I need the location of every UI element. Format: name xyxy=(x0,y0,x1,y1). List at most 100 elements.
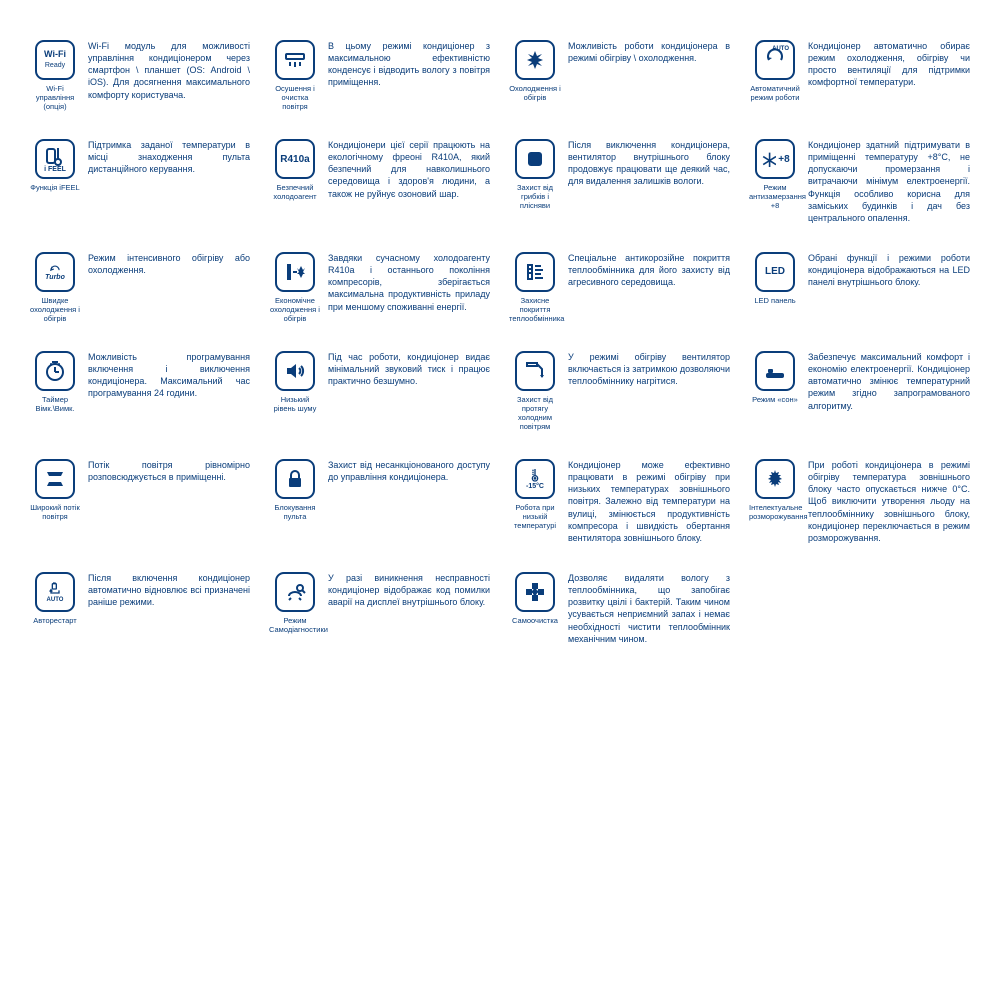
feature-description: Підтримка заданої температури в місці зн… xyxy=(88,139,250,175)
feature-description: У режимі обігріву вентилятор включається… xyxy=(568,351,730,387)
feature-icon-column: AUTO Автоматичний режим роботи xyxy=(750,40,800,102)
led-icon: LED xyxy=(755,252,795,292)
feature-icon-label: Функція iFEEL xyxy=(29,183,81,192)
feature-icon-column: Wi-FiReady Wi-Fi управління (опція) xyxy=(30,40,80,111)
feature-icon-label: Режим антизамерзання +8 xyxy=(749,183,801,210)
feature-item: Захисне покриття теплообмінника Спеціаль… xyxy=(510,252,730,323)
feature-icon-column: i FEEL Функція iFEEL xyxy=(30,139,80,192)
feature-icon-label: Безпечний холодоагент xyxy=(269,183,321,201)
feature-description: При роботі кондиціонера в режимі обігрів… xyxy=(808,459,970,544)
feature-icon-label: Широкий потік повітря xyxy=(29,503,81,521)
feature-item: +8 Режим антизамерзання +8 Кондиціонер з… xyxy=(750,139,970,224)
feature-item: Режим «сон» Забезпечує максимальний комф… xyxy=(750,351,970,431)
feature-item: Turbo Швидке охолодження і обігрів Режим… xyxy=(30,252,250,323)
feature-icon-label: Режим Самодіагностики xyxy=(269,616,321,634)
feature-item: Самоочистка Дозволяє видаляти вологу з т… xyxy=(510,572,730,645)
feature-description: Після виключення кондиціонера, вентилято… xyxy=(568,139,730,188)
defrost-icon xyxy=(755,459,795,499)
antifreeze-icon: +8 xyxy=(755,139,795,179)
feature-description: Кондиціонер здатний підтримувати в примі… xyxy=(808,139,970,224)
mold-icon xyxy=(515,139,555,179)
feature-item: Wi-FiReady Wi-Fi управління (опція) Wi-F… xyxy=(30,40,250,111)
feature-icon-label: Авторестарт xyxy=(29,616,81,625)
feature-item: Економічне охолодження і обігрів Завдяки… xyxy=(270,252,490,323)
feature-icon-label: Режим «сон» xyxy=(749,395,801,404)
feature-item: R410a Безпечний холодоагент Кондиціонери… xyxy=(270,139,490,224)
feature-icon-label: Низький рівень шуму xyxy=(269,395,321,413)
feature-icon-column: Блокування пульта xyxy=(270,459,320,521)
feature-icon-label: Осушення і очистка повітря xyxy=(269,84,321,111)
coldair-icon xyxy=(515,351,555,391)
feature-item: AUTO Авторестарт Після включення кондиці… xyxy=(30,572,250,645)
sleep-icon xyxy=(755,351,795,391)
ifeel-icon: i FEEL xyxy=(35,139,75,179)
feature-description: Wi-Fi модуль для можливості управління к… xyxy=(88,40,250,101)
feature-item: Таймер Вімк.\Вимк. Можливість програмува… xyxy=(30,351,250,431)
turbo-icon: Turbo xyxy=(35,252,75,292)
auto-icon: AUTO xyxy=(755,40,795,80)
feature-item: i FEEL Функція iFEEL Підтримка заданої т… xyxy=(30,139,250,224)
feature-icon-label: Інтелектуальне розморожування xyxy=(749,503,801,521)
feature-icon-label: Захист від грибків і плісняви xyxy=(509,183,561,210)
feature-description: Режим інтенсивного обігріву або охолодже… xyxy=(88,252,250,276)
feature-item: LED LED панель Обрані функції і режими р… xyxy=(750,252,970,323)
selfclean-icon xyxy=(515,572,555,612)
feature-icon-column: Інтелектуальне розморожування xyxy=(750,459,800,521)
feature-item: Інтелектуальне розморожування При роботі… xyxy=(750,459,970,544)
selfdiag-icon xyxy=(275,572,315,612)
feature-icon-column: Охолодження і обігрів xyxy=(510,40,560,102)
feature-description: Кондиціонери цієї серії працюють на екол… xyxy=(328,139,490,200)
wifi-icon: Wi-FiReady xyxy=(35,40,75,80)
feature-icon-column: Широкий потік повітря xyxy=(30,459,80,521)
feature-item: Захист від протягу холодним повітрям У р… xyxy=(510,351,730,431)
timer-icon xyxy=(35,351,75,391)
feature-description: Кондиціонер може ефективно працювати в р… xyxy=(568,459,730,544)
feature-icon-label: Wi-Fi управління (опція) xyxy=(29,84,81,111)
feature-item: Низький рівень шуму Під час роботи, конд… xyxy=(270,351,490,431)
feature-icon-column: Самоочистка xyxy=(510,572,560,625)
feature-icon-column: LED LED панель xyxy=(750,252,800,305)
quiet-icon xyxy=(275,351,315,391)
feature-icon-column: Turbo Швидке охолодження і обігрів xyxy=(30,252,80,323)
feature-icon-label: Автоматичний режим роботи xyxy=(749,84,801,102)
feature-icon-column: Низький рівень шуму xyxy=(270,351,320,413)
feature-icon-column: Режим «сон» xyxy=(750,351,800,404)
feature-description: Дозволяє видаляти вологу з теплообмінник… xyxy=(568,572,730,645)
feature-description: Захист від несанкціонованого доступу до … xyxy=(328,459,490,483)
feature-item: Блокування пульта Захист від несанкціоно… xyxy=(270,459,490,544)
coating-icon xyxy=(515,252,555,292)
feature-icon-column: AUTO Авторестарт xyxy=(30,572,80,625)
feature-icon-label: LED панель xyxy=(749,296,801,305)
feature-icon-column: Економічне охолодження і обігрів xyxy=(270,252,320,323)
autorestart-icon: AUTO xyxy=(35,572,75,612)
feature-icon-label: Блокування пульта xyxy=(269,503,321,521)
feature-icon-label: Охолодження і обігрів xyxy=(509,84,561,102)
wideflow-icon xyxy=(35,459,75,499)
feature-icon-column: Таймер Вімк.\Вимк. xyxy=(30,351,80,413)
feature-icon-label: Робота при низькій температурі xyxy=(509,503,561,530)
feature-icon-column: Захист від грибків і плісняви xyxy=(510,139,560,210)
feature-item: Режим Самодіагностики У разі виникнення … xyxy=(270,572,490,645)
feature-item: Захист від грибків і плісняви Після викл… xyxy=(510,139,730,224)
feature-description: Обрані функції і режими роботи кондиціон… xyxy=(808,252,970,288)
feature-description: Під час роботи, кондиціонер видає мініма… xyxy=(328,351,490,387)
r410a-icon: R410a xyxy=(275,139,315,179)
feature-item: -15°C Робота при низькій температурі Кон… xyxy=(510,459,730,544)
feature-icon-column: Осушення і очистка повітря xyxy=(270,40,320,111)
dehumid-icon xyxy=(275,40,315,80)
feature-icon-label: Захисне покриття теплообмінника xyxy=(509,296,561,323)
feature-description: Завдяки сучасному холодоагенту R410a і о… xyxy=(328,252,490,313)
feature-icon-column: +8 Режим антизамерзання +8 xyxy=(750,139,800,210)
feature-item: Широкий потік повітря Потік повітря рівн… xyxy=(30,459,250,544)
feature-item: Осушення і очистка повітря В цьому режим… xyxy=(270,40,490,111)
lowtemp-icon: -15°C xyxy=(515,459,555,499)
feature-description: Після включення кондиціонер автоматично … xyxy=(88,572,250,608)
feature-icon-label: Захист від протягу холодним повітрям xyxy=(509,395,561,431)
eco-icon xyxy=(275,252,315,292)
feature-description: Кондиціонер автоматично обирає режим охо… xyxy=(808,40,970,89)
feature-icon-column: Захисне покриття теплообмінника xyxy=(510,252,560,323)
feature-description: Можливість роботи кондиціонера в режимі … xyxy=(568,40,730,64)
feature-description: Спеціальне антикорозійне покриття теплоо… xyxy=(568,252,730,288)
feature-icon-label: Самоочистка xyxy=(509,616,561,625)
feature-description: Можливість програмування включення і вик… xyxy=(88,351,250,400)
